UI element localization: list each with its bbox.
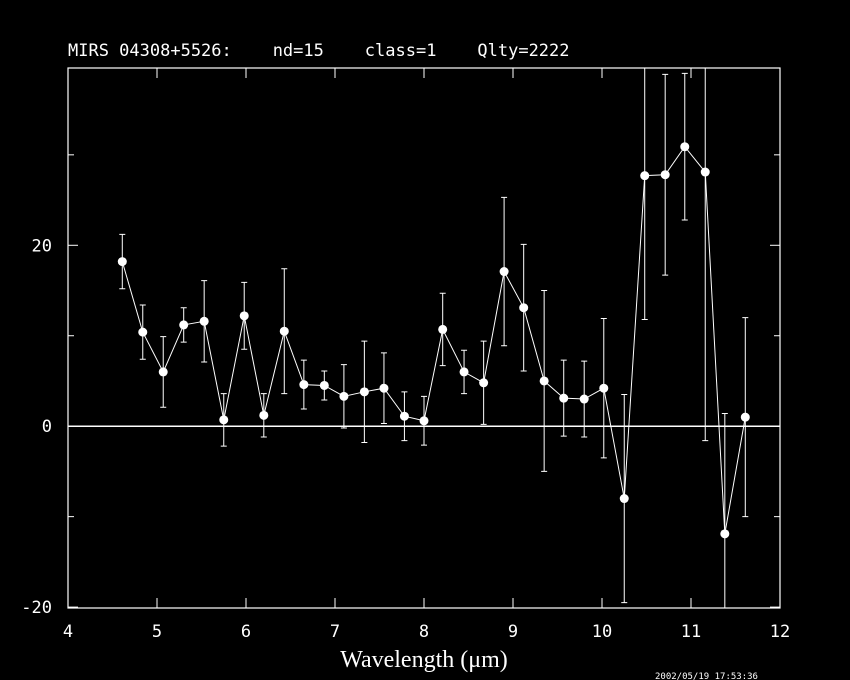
data-point (158, 367, 168, 377)
data-point (680, 142, 690, 152)
data-point (579, 394, 589, 404)
x-tick-label: 4 (63, 622, 73, 642)
data-point (138, 327, 148, 337)
x-tick-label: 10 (592, 622, 612, 642)
x-tick-label: 5 (152, 622, 162, 642)
data-point (539, 376, 549, 386)
data-point (599, 383, 609, 393)
data-point (419, 416, 429, 426)
data-point (239, 311, 249, 321)
data-point (319, 380, 329, 390)
data-point (459, 367, 469, 377)
data-point (259, 410, 269, 420)
data-point (619, 494, 629, 504)
data-point (117, 257, 127, 267)
chart-title: MIRS 04308+5526: nd=15 class=1 Qlty=2222 (68, 41, 570, 61)
data-line (121, 145, 746, 534)
error-bar (702, 68, 709, 442)
x-tick-label: 9 (508, 622, 518, 642)
data-point (379, 383, 389, 393)
data-point (559, 393, 569, 403)
y-tick-label: 0 (42, 417, 52, 437)
data-point (399, 411, 409, 421)
x-axis-label: Wavelength (μm) (340, 647, 508, 673)
data-point (299, 380, 309, 390)
data-point (279, 326, 289, 336)
plot-area (117, 68, 750, 608)
data-point (479, 378, 489, 388)
y-tick-label: -20 (21, 598, 52, 618)
timestamp: 2002/05/19 17:53:36 (655, 672, 758, 680)
plot-frame (67, 67, 781, 609)
x-tick-label: 12 (770, 622, 790, 642)
data-point (199, 316, 209, 326)
data-point (339, 391, 349, 401)
data-point (359, 387, 369, 397)
data-point (438, 324, 448, 334)
data-point (219, 415, 229, 425)
x-tick-label: 11 (681, 622, 701, 642)
data-point (720, 529, 730, 539)
x-tick-label: 6 (241, 622, 251, 642)
data-point (499, 267, 509, 277)
x-tick-label: 7 (330, 622, 340, 642)
data-point (740, 412, 750, 422)
y-tick-label: 20 (32, 236, 52, 256)
data-point (179, 320, 189, 330)
data-point (700, 167, 710, 177)
data-point (519, 303, 529, 313)
data-point (660, 170, 670, 180)
x-tick-label: 8 (419, 622, 429, 642)
data-point (640, 171, 650, 181)
